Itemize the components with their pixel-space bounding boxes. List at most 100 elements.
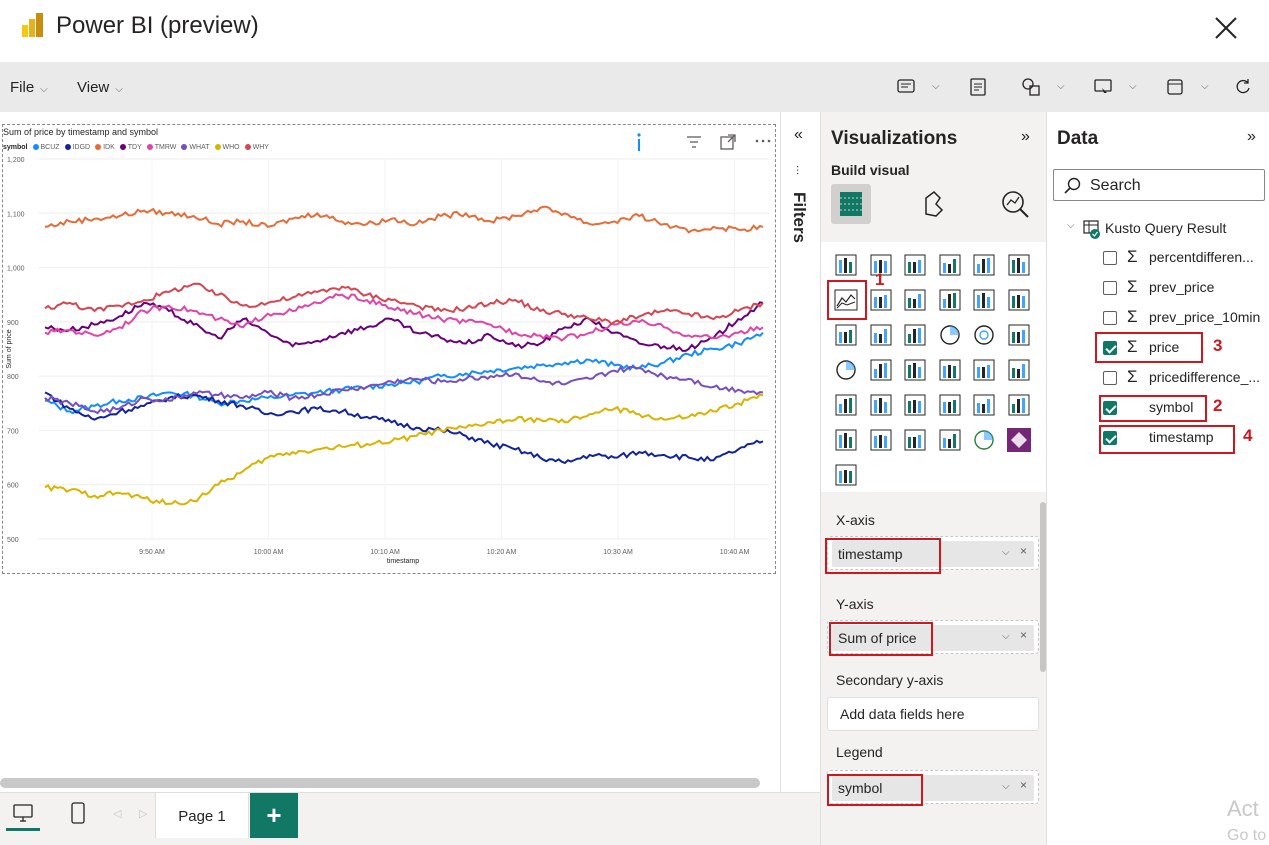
remove-icon[interactable]: ×: [1020, 628, 1028, 642]
scatter-chart-icon[interactable]: [902, 322, 928, 348]
analytics-tab[interactable]: [995, 184, 1035, 224]
filter-icon[interactable]: [685, 133, 703, 151]
expand-right-icon[interactable]: »: [1021, 128, 1030, 145]
collapse-left-icon[interactable]: «: [794, 126, 803, 143]
stacked-column-chart-icon[interactable]: [868, 252, 894, 278]
metrics-icon[interactable]: [902, 427, 928, 453]
slicer-icon[interactable]: [868, 392, 894, 418]
page-tab[interactable]: Page 1: [155, 793, 249, 838]
x-axis-well[interactable]: timestamp ⌵ ×: [827, 536, 1039, 570]
shapes-icon[interactable]: [1020, 76, 1042, 98]
matrix-icon[interactable]: [937, 392, 963, 418]
table-node[interactable]: ⌵ Kusto Query Result: [1047, 216, 1269, 242]
filters-pane-collapsed[interactable]: « ⫶ Filters: [780, 112, 820, 845]
legend-item[interactable]: WHY: [244, 144, 269, 151]
smart-narrative-icon[interactable]: [868, 427, 894, 453]
focus-mode-icon[interactable]: [719, 133, 737, 151]
chevron-down-icon[interactable]: ⌵: [1002, 781, 1010, 792]
horizontal-scrollbar[interactable]: [0, 778, 760, 788]
kpi-icon[interactable]: [833, 392, 859, 418]
card-icon[interactable]: [971, 357, 997, 383]
field-checkbox[interactable]: [1103, 251, 1117, 265]
expand-right-icon[interactable]: »: [1247, 128, 1256, 145]
field-checkbox[interactable]: [1103, 401, 1117, 415]
view-menu[interactable]: View ⌵: [77, 79, 123, 96]
paginated-report-icon[interactable]: [937, 427, 963, 453]
remove-icon[interactable]: ×: [1020, 544, 1028, 558]
treemap-icon[interactable]: [1006, 322, 1032, 348]
legend-item[interactable]: IDK: [95, 144, 115, 151]
arcgis-map-icon[interactable]: [971, 427, 997, 453]
refresh-icon[interactable]: [1232, 76, 1254, 98]
power-automate-icon[interactable]: [833, 462, 859, 488]
multi-row-card-icon[interactable]: [1006, 357, 1032, 383]
field-checkbox[interactable]: [1103, 371, 1117, 385]
clustered-column-chart-icon[interactable]: [937, 252, 963, 278]
legend-item[interactable]: TDY: [119, 144, 142, 151]
qa-icon[interactable]: [833, 427, 859, 453]
gauge-icon[interactable]: [937, 357, 963, 383]
filters-label[interactable]: Filters: [790, 192, 809, 244]
desktop-view-icon[interactable]: [12, 802, 34, 824]
legend-item[interactable]: IDGD: [64, 144, 90, 151]
line-chart-visual[interactable]: Sum of price by timestamp and symbol sym…: [2, 124, 776, 574]
notes-icon[interactable]: [967, 76, 989, 98]
build-visual-tab[interactable]: [831, 184, 871, 224]
decomposition-tree-icon[interactable]: [971, 392, 997, 418]
waterfall-chart-icon[interactable]: [833, 322, 859, 348]
chevron-down-icon[interactable]: ⌵: [1201, 81, 1209, 92]
present-icon[interactable]: [1092, 76, 1114, 98]
format-visual-tab[interactable]: [914, 184, 954, 224]
clustered-bar-chart-icon[interactable]: [902, 252, 928, 278]
100-stacked-column-chart-icon[interactable]: [1006, 252, 1032, 278]
ribbon-chart-icon[interactable]: [1006, 287, 1032, 313]
field-checkbox[interactable]: [1103, 341, 1117, 355]
field-checkbox[interactable]: [1103, 311, 1117, 325]
filled-map-icon[interactable]: [868, 357, 894, 383]
donut-chart-icon[interactable]: [971, 322, 997, 348]
info-icon[interactable]: [633, 131, 645, 153]
chevron-down-icon[interactable]: ⌵: [1057, 81, 1065, 92]
line-and-stacked-column-chart-icon[interactable]: [937, 287, 963, 313]
area-chart-icon[interactable]: [868, 287, 894, 313]
field-checkbox[interactable]: [1103, 431, 1117, 445]
chevron-down-icon[interactable]: ⌵: [1129, 81, 1137, 92]
add-page-button[interactable]: +: [250, 793, 298, 838]
legend-item[interactable]: BCUZ: [32, 144, 60, 151]
next-page-icon[interactable]: ▷: [139, 808, 148, 820]
field-checkbox[interactable]: [1103, 281, 1117, 295]
pane-scrollbar[interactable]: [1040, 502, 1046, 672]
chevron-down-icon[interactable]: ⌵: [1067, 220, 1075, 231]
field-row-symbol[interactable]: symbol 2: [1047, 395, 1269, 421]
legend-item[interactable]: TMRW: [146, 144, 176, 151]
more-options-icon[interactable]: [754, 137, 772, 145]
chevron-down-icon[interactable]: ⌵: [932, 81, 940, 92]
table-icon[interactable]: [902, 392, 928, 418]
legend-field-chip[interactable]: symbol ⌵ ×: [832, 775, 1034, 801]
search-input[interactable]: Search: [1053, 169, 1265, 201]
mobile-view-icon[interactable]: [70, 801, 86, 825]
file-menu[interactable]: File ⌵: [10, 79, 48, 96]
pie-chart-icon[interactable]: [937, 322, 963, 348]
funnel-chart-icon[interactable]: [868, 322, 894, 348]
stacked-bar-chart-icon[interactable]: [833, 252, 859, 278]
previous-page-icon[interactable]: ◁: [113, 808, 122, 820]
x-axis-field-chip[interactable]: timestamp ⌵ ×: [832, 541, 1034, 567]
comment-icon[interactable]: [895, 76, 917, 98]
key-influencers-icon[interactable]: [1006, 392, 1032, 418]
azure-map-icon[interactable]: [902, 357, 928, 383]
chevron-down-icon[interactable]: ⌵: [1002, 631, 1010, 642]
chevron-down-icon[interactable]: ⌵: [1002, 547, 1010, 558]
map-icon[interactable]: [833, 357, 859, 383]
filter-toggle-icon[interactable]: ⫶: [796, 164, 800, 178]
layout-icon[interactable]: [1164, 76, 1186, 98]
field-row-timestamp[interactable]: timestamp 4: [1047, 425, 1269, 451]
stacked-area-chart-icon[interactable]: [902, 287, 928, 313]
line-and-clustered-column-chart-icon[interactable]: [971, 287, 997, 313]
power-apps-icon[interactable]: [1006, 427, 1032, 453]
